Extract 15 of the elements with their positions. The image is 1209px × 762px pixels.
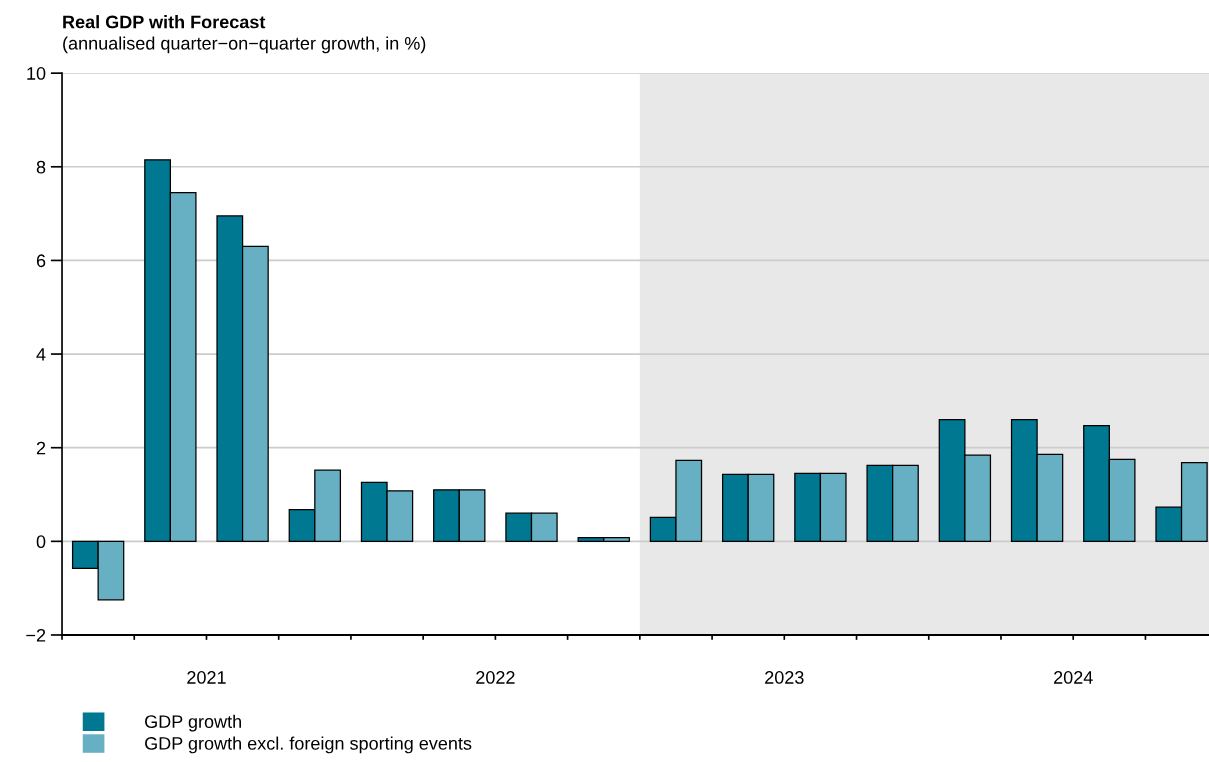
- chart-title: Real GDP with Forecast: [63, 15, 266, 29]
- y-tick-label: 6: [36, 254, 46, 268]
- y-tick-label: 0: [36, 535, 46, 549]
- y-tick-label: 2: [36, 441, 46, 455]
- x-tick-label: 2021: [187, 671, 226, 684]
- x-tick-label: 2023: [765, 671, 804, 684]
- y-tick-label: −2: [26, 628, 46, 642]
- legend-label: GDP growth excl. foreign sporting events: [145, 736, 472, 754]
- x-tick-label: 2022: [476, 671, 515, 684]
- chart-subtitle: (annualised quarter−on−quarter growth, in %): [63, 36, 426, 54]
- y-tick-label: 8: [36, 160, 46, 174]
- y-tick-label: 10: [27, 67, 46, 80]
- x-tick-label: 2024: [1054, 671, 1093, 684]
- y-tick-label: 4: [36, 348, 46, 361]
- legend-label: GDP growth: [145, 714, 241, 732]
